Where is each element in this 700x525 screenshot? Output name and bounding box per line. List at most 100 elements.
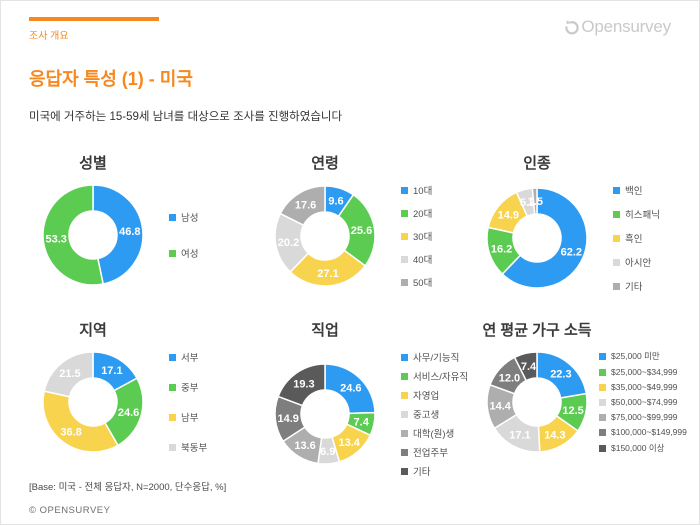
legend-label: 남부 — [181, 413, 199, 424]
donut-slice — [42, 184, 105, 286]
slice-value-label: 27.1 — [317, 268, 338, 280]
chart-income: 연 평균 가구 소득 22.3 12.5 14.3 17.1 14.4 12.0 7.4 $… — [469, 319, 695, 454]
chart-title: 연령 — [311, 155, 339, 172]
slice-value-label: 19.3 — [293, 378, 314, 390]
donut-slice — [277, 363, 326, 407]
legend-item: 중부 — [169, 380, 207, 394]
legend-item: $100,000~$149,999 — [599, 427, 687, 437]
legend-swatch — [599, 352, 606, 360]
legend-swatch — [613, 258, 620, 266]
legend-item: 50대 — [401, 275, 432, 289]
legend-item: 남부 — [169, 410, 207, 424]
legend-item: 20대 — [401, 206, 432, 220]
legend-label: $35,000~$49,999 — [611, 382, 678, 392]
chart-title: 인종 — [523, 155, 551, 172]
legend-swatch — [599, 428, 606, 436]
slice-value-label: 53.3 — [45, 234, 66, 246]
legend-swatch — [599, 383, 606, 391]
legend-item: 자영업 — [401, 388, 468, 402]
chart-legend: 남성 여성 — [169, 210, 198, 260]
legend-item: $25,000 미만 — [599, 350, 687, 362]
slice-value-label: 22.3 — [550, 369, 571, 381]
legend-swatch — [401, 255, 408, 263]
slice-value-label: 14.9 — [498, 210, 519, 222]
slice-value-label: 14.4 — [489, 401, 511, 413]
legend-swatch — [613, 234, 620, 242]
donut-chart: 62.2 16.2 14.95.21.5 — [486, 187, 588, 289]
legend-swatch — [169, 353, 176, 361]
legend-item: 중고생 — [401, 407, 468, 421]
slice-value-label: 5.2 — [520, 197, 535, 209]
slice-value-label: 14.9 — [277, 413, 298, 425]
legend-label: $25,000 미만 — [611, 351, 660, 361]
chart-gender: 성별 46.8 53.3 남성 여성 — [25, 152, 251, 287]
chart-title: 지역 — [79, 322, 107, 339]
legend-swatch — [599, 413, 606, 421]
legend-item: 기타 — [613, 279, 660, 293]
legend-swatch — [401, 391, 408, 399]
slice-value-label: 6.9 — [320, 446, 335, 458]
legend-swatch — [401, 429, 408, 437]
legend-item: 서비스/자유직 — [401, 369, 468, 383]
legend-swatch — [599, 444, 606, 452]
donut-slice — [279, 185, 326, 227]
legend-item: 10대 — [401, 183, 432, 197]
donut-slice — [42, 390, 119, 453]
legend-label: 기타 — [413, 467, 431, 478]
legend-item: $75,000~$99,999 — [599, 412, 687, 422]
legend-label: 흑인 — [625, 234, 643, 245]
chart-title: 직업 — [311, 322, 339, 339]
donut-slice — [92, 184, 144, 285]
legend-swatch — [401, 186, 408, 194]
legend-item: 기타 — [401, 464, 468, 478]
slice-value-label: 12.5 — [562, 405, 583, 417]
donut-slice — [43, 351, 94, 398]
copyright: © OPENSURVEY — [29, 505, 111, 516]
legend-item: 40대 — [401, 252, 432, 266]
chart-race: 인종 62.2 16.2 14.9 5.2 1.5 백인 히스패닉 흑인 아시안 기타 — [469, 152, 695, 293]
legend-swatch — [169, 249, 176, 257]
legend-label: 20대 — [413, 209, 433, 220]
legend-label: 히스패닉 — [625, 210, 660, 221]
legend-swatch — [169, 443, 176, 451]
legend-swatch — [401, 467, 408, 475]
slice-value-label: 21.5 — [59, 368, 80, 380]
legend-label: 대학(원)생 — [413, 429, 455, 440]
legend-swatch — [169, 213, 176, 221]
legend-swatch — [401, 278, 408, 286]
legend-label: $25,000~$34,999 — [611, 367, 678, 377]
page-subtitle: 미국에 거주하는 15-59세 남녀를 대상으로 조사를 진행하였습니다 — [29, 111, 343, 123]
legend-swatch — [613, 210, 620, 218]
chart-title: 연 평균 가구 소득 — [482, 322, 592, 339]
legend-label: $50,000~$74,999 — [611, 397, 678, 407]
legend-item: $50,000~$74,999 — [599, 397, 687, 407]
legend-item: 히스패닉 — [613, 207, 660, 221]
base-note: [Base: 미국 - 전체 응답자, N=2000, 단수응답, %] — [29, 482, 227, 493]
chart-legend: 10대 20대 30대 40대 50대 — [401, 183, 432, 289]
legend-item: 아시안 — [613, 255, 660, 269]
slice-value-label: 17.1 — [509, 430, 530, 442]
slice-value-label: 13.6 — [294, 440, 315, 452]
slice-value-label: 7.4 — [354, 416, 370, 428]
slice-value-label: 9.6 — [328, 196, 343, 208]
section-kicker: 조사 개요 — [29, 31, 69, 42]
legend-label: 전업주부 — [413, 448, 448, 459]
chart-region: 지역 17.1 24.6 36.8 21.5 서부 중부 남부 북동부 — [25, 319, 251, 454]
legend-item: $150,000 이상 — [599, 442, 687, 454]
donut-slice — [501, 187, 588, 289]
chart-occupation: 직업 24.6 7.4 13.4 6.9 13.6 14.9 19.3 사무/기능직 서비스/… — [257, 319, 483, 478]
legend-item: 30대 — [401, 229, 432, 243]
chart-legend: 백인 히스패닉 흑인 아시안 기타 — [613, 183, 660, 293]
legend-label: $75,000~$99,999 — [611, 412, 678, 422]
legend-label: 서부 — [181, 353, 199, 364]
opensurvey-logo-text: Opensurvey — [581, 17, 671, 36]
slice-value-label: 17.1 — [101, 365, 122, 377]
slice-value-label: 16.2 — [491, 244, 512, 256]
page-title: 응답자 특성 (1) - 미국 — [29, 69, 193, 89]
legend-label: 사무/기능직 — [413, 353, 460, 364]
legend-swatch — [613, 282, 620, 290]
legend-label: 중고생 — [413, 410, 440, 421]
slice-value-label: 46.8 — [119, 226, 140, 238]
